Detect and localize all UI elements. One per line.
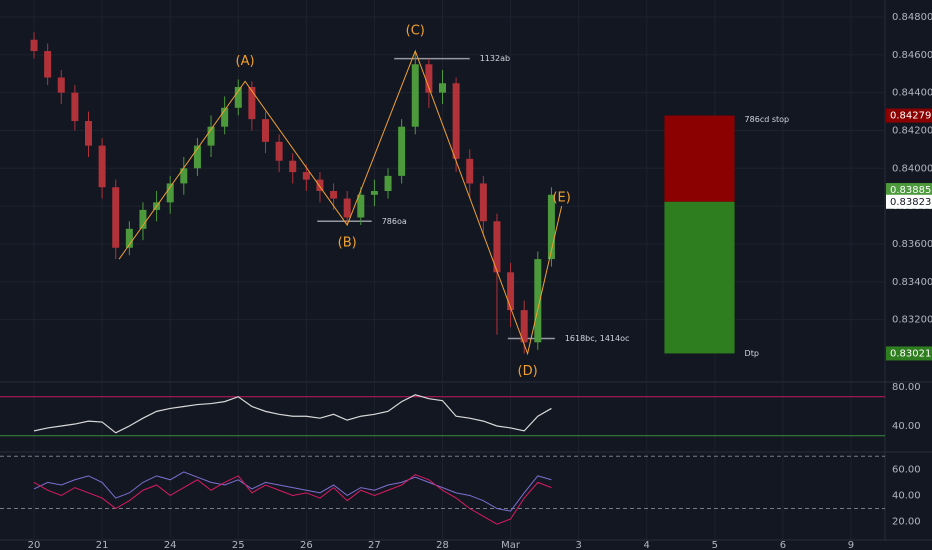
candle-body	[493, 221, 501, 273]
candle-body	[193, 145, 201, 169]
price-tag-label: 0.83823	[890, 197, 931, 208]
y-tick-label: 0.83400	[892, 277, 932, 288]
price-tag	[886, 108, 932, 123]
level-label: 1618bc, 1414oc	[565, 334, 630, 343]
y-tick-label: 0.84000	[892, 163, 932, 174]
candle-body	[221, 107, 229, 127]
target-zone	[664, 201, 735, 354]
price-tag	[886, 183, 932, 198]
price-tag	[886, 194, 932, 209]
x-tick-label: 25	[232, 540, 245, 550]
candle-body	[289, 160, 297, 173]
x-tick-label: 21	[96, 540, 109, 550]
candle-body	[139, 209, 147, 229]
y-tick-label: 0.84200	[892, 125, 932, 136]
x-tick-label: 4	[644, 540, 650, 550]
candle-body	[547, 194, 555, 260]
x-tick-label: 9	[848, 540, 854, 550]
level-label: 786oa	[382, 217, 407, 226]
candle-body	[425, 64, 433, 93]
wave-line	[118, 49, 563, 356]
y-tick-label: 0.84600	[892, 50, 932, 61]
x-tick-label: 26	[300, 540, 313, 550]
candle-body	[411, 64, 419, 127]
candle-body	[384, 175, 392, 191]
price-tag-label: 0.83885	[890, 185, 931, 196]
wave-label: (C)	[406, 24, 425, 39]
price-tag-label: 0.84279	[890, 111, 931, 122]
stop-zone	[664, 115, 735, 202]
candle-body	[507, 272, 515, 311]
candle-body	[357, 194, 365, 218]
candle-body	[330, 191, 338, 199]
candle-body	[452, 83, 460, 159]
price-tag-label: 0.83021	[890, 348, 931, 359]
candle-body	[262, 119, 269, 142]
rsi-tick-label: 40.00	[892, 421, 921, 432]
candle-body	[439, 83, 446, 93]
price-tag	[886, 346, 932, 361]
candle-body	[466, 158, 474, 184]
candle-body	[57, 77, 65, 93]
x-tick-label: 20	[28, 540, 41, 550]
candle-body	[125, 228, 133, 248]
target-note: Dtp	[745, 349, 759, 358]
candle-body	[520, 310, 528, 343]
level-label: 1132ab	[480, 54, 510, 63]
x-tick-label: 3	[575, 540, 581, 550]
x-tick-label: 24	[164, 540, 177, 550]
stoch-tick-label: 20.00	[892, 517, 921, 528]
candle-body	[85, 121, 92, 146]
candle-body	[534, 259, 542, 343]
x-tick-label: 28	[436, 540, 449, 550]
candle-body	[370, 191, 378, 195]
candle-body	[479, 183, 487, 222]
stoch-tick-label: 60.00	[892, 464, 921, 475]
candle-body	[302, 172, 310, 180]
candle-body	[30, 39, 38, 52]
wave-label: (D)	[518, 364, 538, 379]
candle-body	[398, 126, 406, 176]
x-tick-label: 5	[712, 540, 718, 550]
candle-body	[343, 198, 351, 218]
candle-body	[44, 51, 52, 78]
x-tick-label: 27	[368, 540, 381, 550]
candle-body	[316, 179, 324, 191]
stoch-line	[33, 471, 552, 512]
rsi-line	[33, 394, 552, 434]
candle-body	[166, 183, 174, 203]
wave-label: (E)	[552, 191, 570, 206]
y-tick-label: 0.83200	[892, 315, 932, 326]
candle-body	[98, 145, 106, 188]
wave-label: (A)	[236, 54, 255, 69]
stoch-line	[33, 473, 552, 525]
candle-body	[234, 86, 242, 108]
candle-body	[207, 126, 215, 146]
y-tick-label: 0.83600	[892, 239, 932, 250]
rsi-tick-label: 80.00	[892, 382, 921, 393]
y-tick-label: 0.84400	[892, 88, 932, 99]
candle-body	[248, 86, 256, 120]
candle-body	[180, 168, 188, 184]
candle-body	[112, 187, 120, 248]
candle-body	[71, 92, 79, 122]
wave-label: (B)	[338, 236, 357, 251]
y-tick-label: 0.84800	[892, 12, 932, 23]
stoch-tick-label: 40.00	[892, 490, 921, 501]
stop-note: 786cd stop	[745, 115, 790, 124]
candle-body	[275, 141, 283, 161]
x-tick-label: 6	[780, 540, 786, 550]
x-tick-label: Mar	[501, 540, 521, 550]
